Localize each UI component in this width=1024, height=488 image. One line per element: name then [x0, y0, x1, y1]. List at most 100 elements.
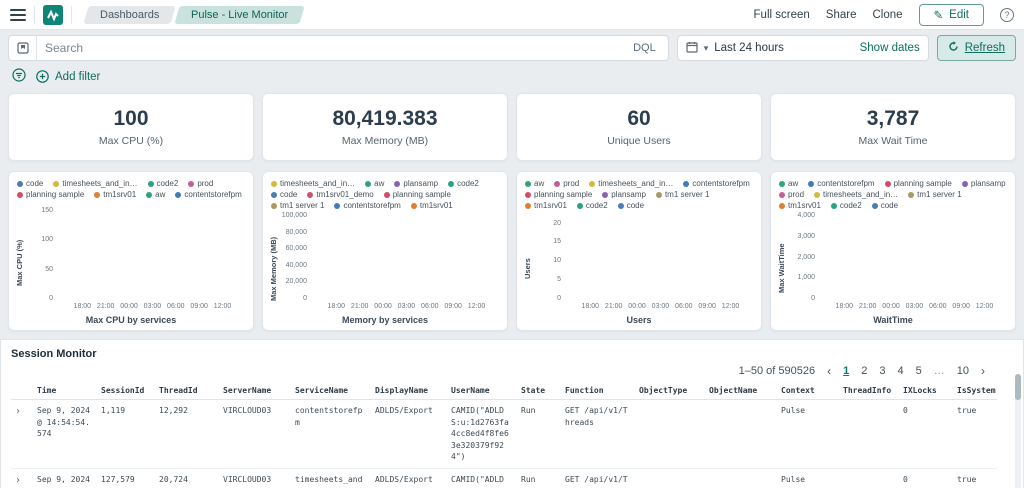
column-header-username[interactable]: UserName: [447, 382, 517, 400]
help-icon[interactable]: ?: [1000, 8, 1014, 22]
tab-dashboards[interactable]: Dashboards: [83, 6, 175, 24]
column-header-threadid[interactable]: ThreadId: [155, 382, 219, 400]
cell-session_id: 1,119: [97, 400, 155, 469]
refresh-button[interactable]: Refresh: [937, 35, 1016, 61]
legend-item[interactable]: code: [271, 190, 297, 199]
x-tick-label: 12:00: [214, 303, 232, 310]
legend-item[interactable]: code2: [577, 201, 608, 210]
vertical-scrollbar[interactable]: [1015, 374, 1021, 488]
page-next-button[interactable]: ›: [981, 364, 985, 378]
legend-item[interactable]: code2: [448, 179, 479, 188]
dql-button[interactable]: DQL: [621, 42, 668, 54]
legend-item[interactable]: prod: [188, 179, 213, 188]
chart-title: Memory by services: [269, 312, 501, 326]
panel-title: Session Monitor: [11, 346, 1013, 364]
column-header-ixlocks[interactable]: IXLocks: [899, 382, 953, 400]
legend-item[interactable]: planning sample: [525, 190, 592, 199]
legend-label: prod: [563, 179, 579, 188]
x-tick-label: 09:00: [444, 303, 462, 310]
page-button-3[interactable]: 3: [879, 365, 885, 377]
row-expand-icon[interactable]: ›: [11, 468, 33, 488]
search-input[interactable]: [37, 41, 621, 55]
column-header-threadinfo[interactable]: ThreadInfo: [839, 382, 899, 400]
x-tick-label: 21:00: [605, 303, 623, 310]
full-screen-button[interactable]: Full screen: [754, 9, 810, 21]
legend-item[interactable]: planning sample: [384, 190, 451, 199]
legend-item[interactable]: contentstorefpm: [175, 190, 241, 199]
legend-item[interactable]: contentstorefpm: [683, 179, 749, 188]
cell-service_name: contentstorefpm: [291, 400, 371, 469]
app-logo-icon[interactable]: [43, 5, 63, 25]
legend-item[interactable]: code: [618, 201, 644, 210]
column-header-servername[interactable]: ServerName: [219, 382, 291, 400]
legend-item[interactable]: tm1srv01_demo: [307, 190, 373, 199]
page-button-4[interactable]: 4: [898, 365, 904, 377]
column-header-time[interactable]: Time: [33, 382, 97, 400]
legend-item[interactable]: timesheets_and_in…: [814, 190, 898, 199]
column-header-state[interactable]: State: [517, 382, 561, 400]
column-header-context[interactable]: Context: [777, 382, 839, 400]
column-header-displayname[interactable]: DisplayName: [371, 382, 447, 400]
legend-item[interactable]: code: [17, 179, 43, 188]
legend-item[interactable]: timesheets_and_in…: [53, 179, 137, 188]
row-expand-icon[interactable]: ›: [11, 400, 33, 469]
legend-dot-icon: [831, 203, 837, 209]
legend-item[interactable]: timesheets_and_in…: [589, 179, 673, 188]
kpi-label: Unique Users: [607, 135, 671, 147]
filter-bar: Add filter: [0, 66, 1024, 91]
legend-item[interactable]: plansamp: [962, 179, 1006, 188]
legend-item[interactable]: prod: [779, 190, 804, 199]
column-header-issystem[interactable]: IsSystem: [953, 382, 997, 400]
legend-item[interactable]: aw: [779, 179, 798, 188]
clone-button[interactable]: Clone: [872, 9, 902, 21]
edit-button[interactable]: ✎Edit: [919, 4, 984, 26]
legend-item[interactable]: aw: [365, 179, 384, 188]
legend-item[interactable]: code2: [831, 201, 862, 210]
page-prev-button[interactable]: ‹: [827, 364, 831, 378]
page-button-5[interactable]: 5: [916, 365, 922, 377]
legend-item[interactable]: plansamp: [394, 179, 438, 188]
add-filter-button[interactable]: Add filter: [36, 70, 100, 83]
legend-item[interactable]: tm1 server 1: [271, 201, 324, 210]
column-header-servicename[interactable]: ServiceName: [291, 382, 371, 400]
legend-item[interactable]: contentstorefpm: [808, 179, 874, 188]
page-button-1[interactable]: 1: [843, 365, 849, 377]
y-tick-label: 150: [25, 207, 53, 214]
timeframe-selector[interactable]: ▾ Last 24 hours Show dates: [677, 35, 929, 61]
legend-item[interactable]: planning sample: [885, 179, 952, 188]
legend-item[interactable]: tm1 server 1: [908, 190, 961, 199]
column-header-sessionid[interactable]: SessionId: [97, 382, 155, 400]
legend-item[interactable]: timesheets_and_in…: [271, 179, 355, 188]
legend-label: prod: [197, 179, 213, 188]
legend-item[interactable]: planning sample: [17, 190, 84, 199]
legend-item[interactable]: code: [872, 201, 898, 210]
page-button-10[interactable]: 10: [957, 365, 969, 377]
legend-label: contentstorefpm: [692, 179, 749, 188]
show-dates-button[interactable]: Show dates: [860, 42, 920, 54]
legend-item[interactable]: contentstorefpm: [334, 201, 400, 210]
legend-item[interactable]: tm1srv01: [94, 190, 136, 199]
legend-item[interactable]: tm1srv01: [779, 201, 821, 210]
legend-label: planning sample: [534, 190, 592, 199]
legend-item[interactable]: aw: [146, 190, 165, 199]
column-header-objecttype[interactable]: ObjectType: [635, 382, 705, 400]
saved-searches-icon[interactable]: [9, 36, 37, 60]
filter-icon[interactable]: [12, 68, 26, 85]
x-tick-label: 09:00: [698, 303, 716, 310]
page-button-2[interactable]: 2: [861, 365, 867, 377]
legend-item[interactable]: aw: [525, 179, 544, 188]
column-header-objectname[interactable]: ObjectName: [705, 382, 777, 400]
legend-item[interactable]: tm1srv01: [525, 201, 567, 210]
refresh-icon: [948, 41, 959, 55]
menu-icon[interactable]: [10, 9, 26, 21]
legend-item[interactable]: code2: [148, 179, 179, 188]
tab-pulse-live-monitor[interactable]: Pulse - Live Monitor: [175, 6, 305, 24]
legend-item[interactable]: tm1 server 1: [656, 190, 709, 199]
legend-item[interactable]: prod: [554, 179, 579, 188]
x-tick-label: 00:00: [120, 303, 138, 310]
legend-item[interactable]: plansamp: [602, 190, 646, 199]
share-button[interactable]: Share: [826, 9, 857, 21]
legend-dot-icon: [779, 192, 785, 198]
legend-item[interactable]: tm1srv01: [411, 201, 453, 210]
column-header-function[interactable]: Function: [561, 382, 635, 400]
